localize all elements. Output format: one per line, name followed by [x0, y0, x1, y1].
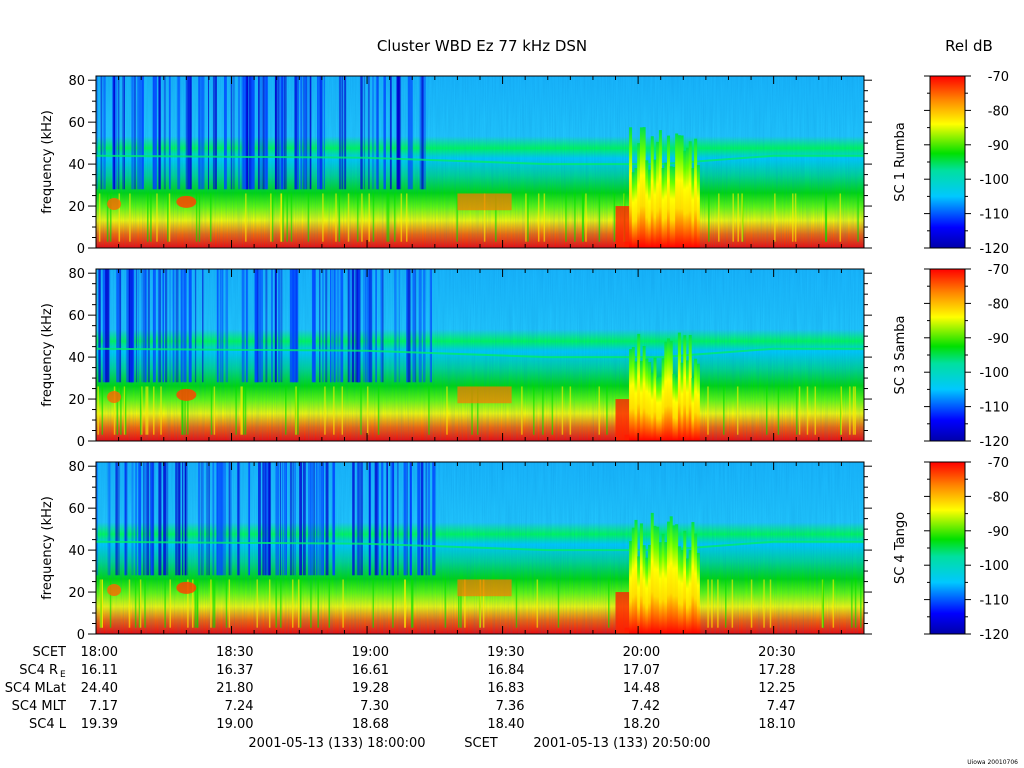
ephem-label-l: SC4 L: [29, 717, 67, 732]
ephem-l-value: 18.10: [758, 717, 795, 732]
colorbar-tick-label: -110: [979, 208, 1009, 223]
panel-axes: 0 20 40 60 80 frequency (kHz) SC 4 Tango: [40, 460, 908, 643]
colorbar-tick-label: -80: [988, 490, 1009, 505]
ephem-label-scet: SCET: [33, 645, 67, 660]
spectrogram-image: [95, 269, 864, 441]
colorbar-tick-label: -70: [988, 70, 1009, 85]
spectrogram-panels: 0 20 40 60 80 frequency (kHz) SC 1 Rumba -70 -80…: [40, 70, 1009, 643]
spacecraft-label: SC 3 Samba: [893, 316, 908, 395]
ephem-mlt-value: 7.42: [631, 699, 660, 714]
ephem-mlt-value: 7.30: [360, 699, 389, 714]
colorbar-tick-label: -70: [988, 456, 1009, 471]
ephem-l-value: 18.68: [352, 717, 389, 732]
ephem-mlat-value: 14.48: [623, 681, 660, 696]
colorbar-tick-label: -90: [988, 139, 1009, 154]
y-tick-label: 60: [68, 116, 85, 131]
panel-3: 0 20 40 60 80 frequency (kHz) SC 4 Tango -70 -80…: [40, 456, 1009, 643]
ephemeris-table: SCET SC4 R E SC4 MLat SC4 MLT SC4 L 18:0…: [5, 645, 796, 732]
colorbar-tick-label: -80: [988, 104, 1009, 119]
spectrogram-image: [95, 462, 864, 634]
panel-axes: 0 20 40 60 80 frequency (kHz) SC 3 Samba: [40, 267, 908, 450]
ephem-mlat-value: 12.25: [758, 681, 795, 696]
ephem-scet-value: 19:00: [352, 645, 389, 660]
y-tick-label: 40: [68, 544, 85, 559]
ephem-l-value: 18.20: [623, 717, 660, 732]
ephem-mlt-value: 7.36: [496, 699, 525, 714]
y-axis-label: frequency (kHz): [40, 303, 55, 407]
y-tick-label: 0: [77, 242, 85, 257]
y-tick-label: 60: [68, 309, 85, 324]
ephem-label-mlt: SC4 MLT: [12, 699, 66, 714]
chart-title: Cluster WBD Ez 77 kHz DSN: [377, 37, 587, 55]
y-tick-label: 0: [77, 628, 85, 643]
ephem-scet-value: 20:00: [623, 645, 660, 660]
y-tick-label: 0: [77, 435, 85, 450]
colorbar-tick-label: -110: [979, 594, 1009, 609]
y-tick-label: 80: [68, 460, 85, 475]
ephem-mlat-value: 19.28: [352, 681, 389, 696]
footer-note: Uiowa 20010706: [967, 759, 1018, 766]
colorbar: -70 -80 -90 -100 -110 -120: [924, 263, 1009, 450]
spacecraft-label: SC 1 Rumba: [893, 122, 908, 201]
y-tick-label: 80: [68, 267, 85, 282]
time-range-end: 2001-05-13 (133) 20:50:00: [533, 736, 710, 751]
ephem-mlt-value: 7.47: [767, 699, 796, 714]
ephem-scet-value: 19:30: [487, 645, 524, 660]
colorbar-tick-label: -70: [988, 263, 1009, 278]
y-tick-label: 20: [68, 393, 85, 408]
y-tick-label: 80: [68, 74, 85, 89]
colorbar-tick-label: -120: [979, 435, 1009, 450]
ephem-l-value: 19.39: [81, 717, 118, 732]
colorbar-tick-label: -110: [979, 401, 1009, 416]
y-tick-label: 60: [68, 502, 85, 517]
colorbar-tick-label: -100: [979, 559, 1009, 574]
ephem-mlat-value: 16.83: [487, 681, 524, 696]
colorbar-tick-label: -120: [979, 628, 1009, 643]
ephem-re-value: 16.11: [81, 663, 118, 678]
ephem-re-value: 17.07: [623, 663, 660, 678]
panel-1: 0 20 40 60 80 frequency (kHz) SC 1 Rumba -70 -80…: [40, 70, 1009, 257]
colorbar-tick-label: -90: [988, 525, 1009, 540]
colorbar-label: Rel dB: [945, 37, 993, 55]
y-tick-label: 40: [68, 158, 85, 173]
panel-axes: 0 20 40 60 80 frequency (kHz) SC 1 Rumba: [40, 74, 908, 257]
time-range-start: 2001-05-13 (133) 18:00:00: [248, 736, 425, 751]
ephem-re-value: 16.61: [352, 663, 389, 678]
colorbar-tick-label: -100: [979, 173, 1009, 188]
ephem-scet-value: 20:30: [758, 645, 795, 660]
colorbar-tick-label: -100: [979, 366, 1009, 381]
y-tick-label: 20: [68, 586, 85, 601]
ephem-re-value: 16.37: [216, 663, 253, 678]
ephem-scet-value: 18:30: [216, 645, 253, 660]
ephem-label-re-subscript: E: [60, 670, 66, 680]
y-tick-label: 40: [68, 351, 85, 366]
ephem-label-mlat: SC4 MLat: [5, 681, 66, 696]
colorbar: -70 -80 -90 -100 -110 -120: [924, 456, 1009, 643]
y-tick-label: 20: [68, 200, 85, 215]
y-axis-label: frequency (kHz): [40, 496, 55, 600]
colorbar-tick-label: -120: [979, 242, 1009, 257]
y-axis-label: frequency (kHz): [40, 110, 55, 214]
ephem-label-re: SC4 R: [19, 663, 58, 678]
panel-2: 0 20 40 60 80 frequency (kHz) SC 3 Samba -70 -80…: [40, 263, 1009, 450]
ephem-scet-value: 18:00: [81, 645, 118, 660]
ephem-l-value: 18.40: [487, 717, 524, 732]
ephem-l-value: 19.00: [216, 717, 253, 732]
spectrogram-image: [95, 76, 864, 248]
ephem-mlt-value: 7.17: [89, 699, 118, 714]
colorbar-tick-label: -80: [988, 297, 1009, 312]
colorbar: -70 -80 -90 -100 -110 -120: [924, 70, 1009, 257]
ephem-re-value: 16.84: [487, 663, 524, 678]
colorbar-tick-label: -90: [988, 332, 1009, 347]
ephem-re-value: 17.28: [758, 663, 795, 678]
spacecraft-label: SC 4 Tango: [893, 512, 908, 584]
ephem-mlat-value: 24.40: [81, 681, 118, 696]
ephem-mlat-value: 21.80: [216, 681, 253, 696]
ephem-mlt-value: 7.24: [225, 699, 254, 714]
time-range-scet: SCET: [464, 736, 498, 751]
